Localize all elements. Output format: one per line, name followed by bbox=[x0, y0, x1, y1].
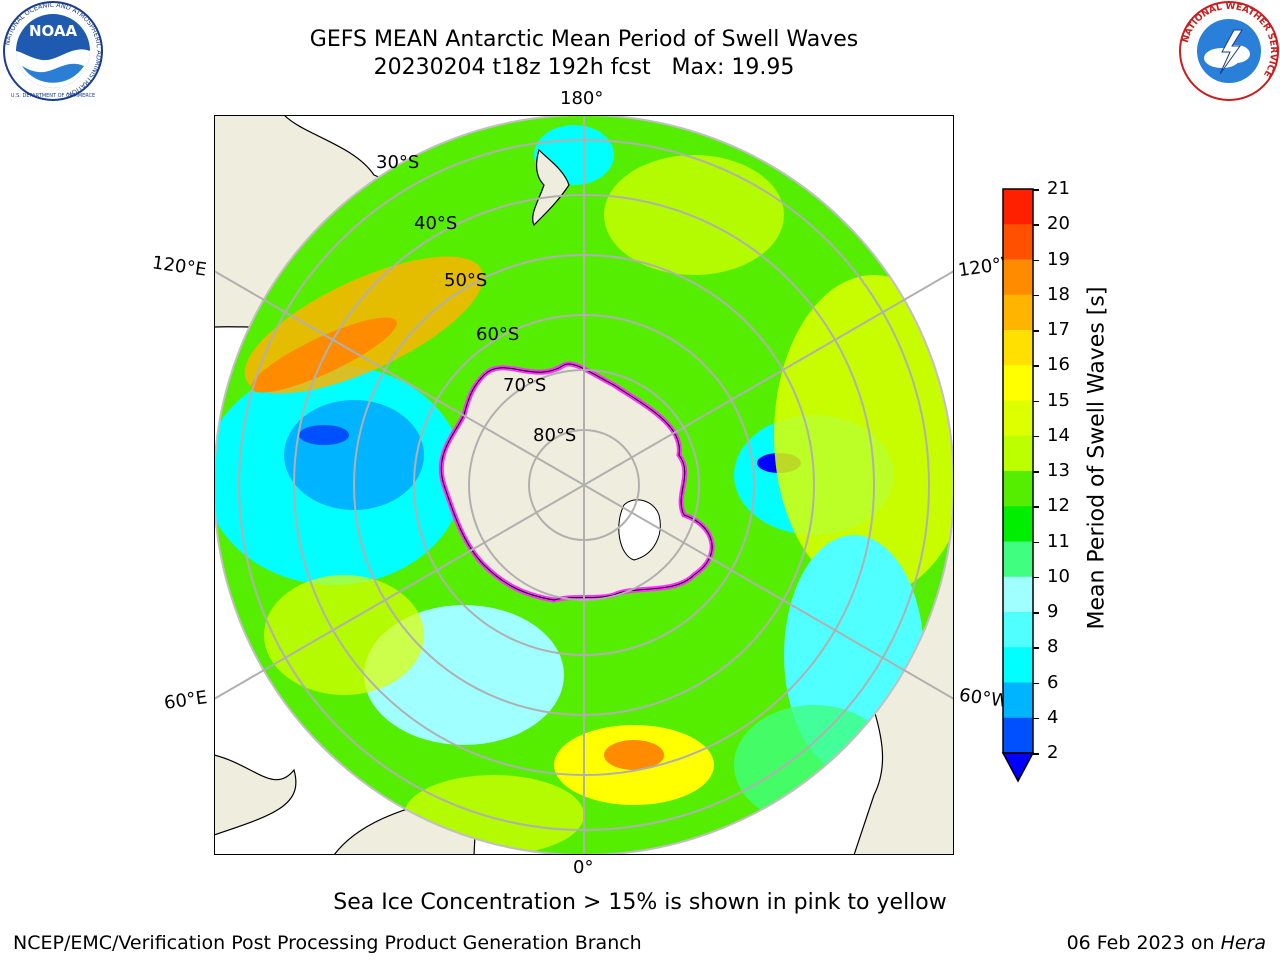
lat-label-80: 80°S bbox=[533, 425, 577, 446]
colorbar-tick-label: 12 bbox=[1047, 495, 1070, 517]
lon-label-bottom: 0° bbox=[573, 857, 594, 878]
colorbar-tick-mark bbox=[1033, 506, 1039, 508]
colorbar bbox=[1001, 188, 1035, 783]
colorbar-tick-label: 2 bbox=[1047, 742, 1059, 763]
colorbar-tick-mark bbox=[1033, 541, 1039, 543]
footer-date: 06 Feb 2023 on bbox=[1066, 932, 1221, 954]
lat-label-40: 40°S bbox=[414, 213, 458, 234]
colorbar-tick-mark bbox=[1033, 294, 1039, 297]
colorbar-tick-mark bbox=[1033, 682, 1039, 684]
colorbar-tick-mark bbox=[1033, 717, 1039, 720]
footer-right: 06 Feb 2023 on Hera bbox=[1067, 932, 1266, 954]
colorbar-tick-label: 15 bbox=[1047, 389, 1070, 411]
colorbar-segment bbox=[1003, 612, 1033, 648]
lat-label-30: 30°S bbox=[376, 152, 420, 173]
sea-ice-caption: Sea Ice Concentration > 15% is shown in … bbox=[333, 890, 947, 915]
colorbar-tick-mark bbox=[1033, 753, 1039, 755]
new-zealand bbox=[532, 148, 570, 227]
colorbar-segment bbox=[1003, 506, 1033, 542]
colorbar-tick-label: 8 bbox=[1047, 636, 1059, 658]
colorbar-segment bbox=[1003, 365, 1033, 401]
footer-left: NCEP/EMC/Verification Post Processing Pr… bbox=[13, 932, 642, 954]
colorbar-segment bbox=[1003, 541, 1033, 578]
graticule bbox=[214, 115, 954, 855]
colorbar-segment bbox=[1003, 294, 1033, 331]
colorbar-extend-arrow bbox=[1001, 752, 1035, 783]
lat-label-50: 50°S bbox=[444, 270, 488, 291]
colorbar-tick-mark bbox=[1033, 259, 1039, 261]
colorbar-tick-label: 14 bbox=[1047, 424, 1070, 446]
title-line-2: 20230204 t18z 192h fcst Max: 19.95 bbox=[373, 55, 795, 80]
colorbar-segment bbox=[1003, 576, 1033, 613]
colorbar-tick-label: 19 bbox=[1047, 248, 1070, 270]
colorbar-tick-mark bbox=[1033, 330, 1039, 332]
colorbar-tick-mark bbox=[1033, 189, 1039, 191]
lat-label-70: 70°S bbox=[503, 375, 547, 396]
colorbar-segment bbox=[1003, 189, 1033, 225]
title-line-1: GEFS MEAN Antarctic Mean Period of Swell… bbox=[309, 27, 859, 52]
lat-label-60: 60°S bbox=[476, 324, 520, 345]
colorbar-segment bbox=[1003, 435, 1033, 472]
colorbar-tick-mark bbox=[1033, 435, 1039, 438]
colorbar-segment bbox=[1003, 400, 1033, 437]
colorbar-tick-label: 21 bbox=[1047, 178, 1070, 199]
lon-label-left-upper: 120°E bbox=[150, 252, 208, 281]
colorbar-tick-mark bbox=[1033, 647, 1039, 649]
nws-logo: NATIONAL WEATHER SERVICE bbox=[1179, 1, 1279, 101]
colorbar-tick-label: 9 bbox=[1047, 601, 1059, 622]
colorbar-segment bbox=[1003, 224, 1033, 260]
colorbar-tick-mark bbox=[1033, 365, 1039, 367]
noaa-text: NOAA bbox=[29, 22, 78, 40]
colorbar-tick-label: 10 bbox=[1047, 565, 1070, 587]
colorbar-segment bbox=[1003, 647, 1033, 683]
colorbar-tick-label: 20 bbox=[1047, 213, 1070, 235]
colorbar-segment bbox=[1003, 682, 1033, 719]
colorbar-label: Mean Period of Swell Waves [s] bbox=[1084, 286, 1110, 630]
colorbar-tick-label: 6 bbox=[1047, 671, 1059, 693]
colorbar-segment bbox=[1003, 717, 1033, 754]
colorbar-segment bbox=[1003, 330, 1033, 366]
noaa-bottom-text: U.S. DEPARTMENT OF COMMERCE bbox=[11, 93, 95, 99]
colorbar-tick-label: 17 bbox=[1047, 319, 1070, 340]
colorbar-segment bbox=[1003, 259, 1033, 296]
lon-label-left-lower: 60°E bbox=[162, 687, 209, 714]
colorbar-tick-mark bbox=[1033, 612, 1039, 614]
colorbar-tick-mark bbox=[1033, 224, 1039, 226]
noaa-logo: NATIONAL OCEANIC AND ATMOSPHERIC ADMINIS… bbox=[3, 1, 103, 101]
colorbar-ticks: 21 20 19 18 17 16 15 14 13 12 11 10 9 8 6 4 2 bbox=[1033, 178, 1093, 780]
colorbar-tick-label: 16 bbox=[1047, 354, 1070, 376]
colorbar-tick-label: 4 bbox=[1047, 706, 1059, 728]
colorbar-tick-label: 13 bbox=[1047, 460, 1070, 481]
colorbar-tick-label: 18 bbox=[1047, 283, 1070, 305]
colorbar-tick-mark bbox=[1033, 471, 1039, 473]
colorbar-tick-mark bbox=[1033, 400, 1039, 402]
polar-map bbox=[214, 115, 954, 855]
colorbar-tick-label: 11 bbox=[1047, 530, 1070, 552]
colorbar-tick-mark bbox=[1033, 576, 1039, 579]
colorbar-segment bbox=[1003, 471, 1033, 507]
lon-label-top: 180° bbox=[560, 88, 604, 109]
footer-host: Hera bbox=[1220, 932, 1266, 954]
